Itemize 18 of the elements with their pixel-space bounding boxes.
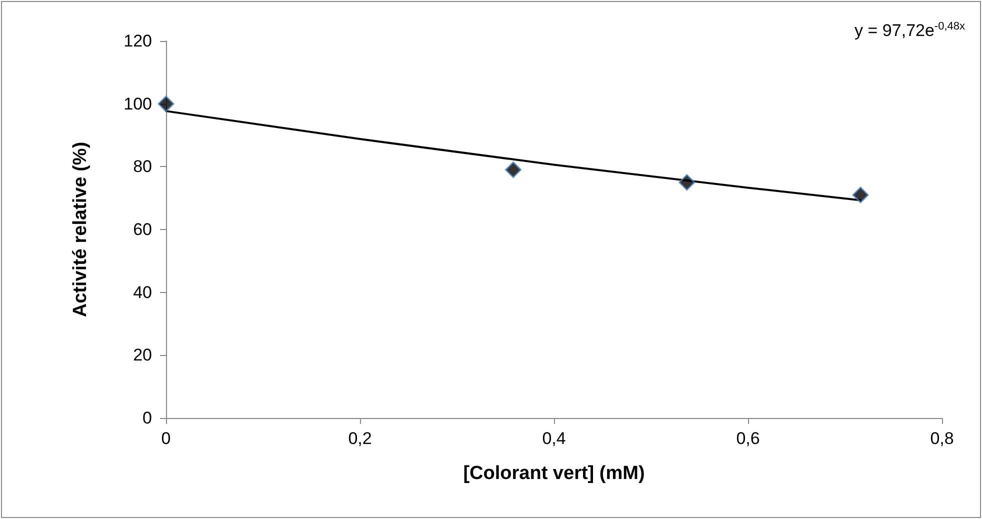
point bbox=[852, 186, 869, 204]
x-tick-label: 0,8 bbox=[930, 429, 954, 448]
x-tick-label: 0 bbox=[161, 429, 171, 448]
x-axis-title: [Colorant vert] (mM) bbox=[463, 463, 645, 484]
y-tick-label: 100 bbox=[124, 94, 152, 114]
y-tick-label: 40 bbox=[133, 282, 152, 302]
y-axis-title: Activité relative (%) bbox=[70, 142, 91, 318]
x-tick-label: 0,6 bbox=[736, 429, 760, 448]
x-tick-label: 0,2 bbox=[348, 429, 372, 448]
point bbox=[505, 162, 522, 178]
x-tick-label: 0,4 bbox=[542, 429, 566, 448]
point bbox=[158, 96, 174, 112]
y-tick-label: 0 bbox=[142, 408, 152, 428]
y-tick-label: 20 bbox=[133, 346, 152, 365]
y-tick-label: 120 bbox=[124, 32, 152, 50]
y-tick-label: 80 bbox=[133, 157, 152, 176]
y-tick-label: 60 bbox=[133, 220, 152, 239]
point bbox=[678, 174, 696, 191]
